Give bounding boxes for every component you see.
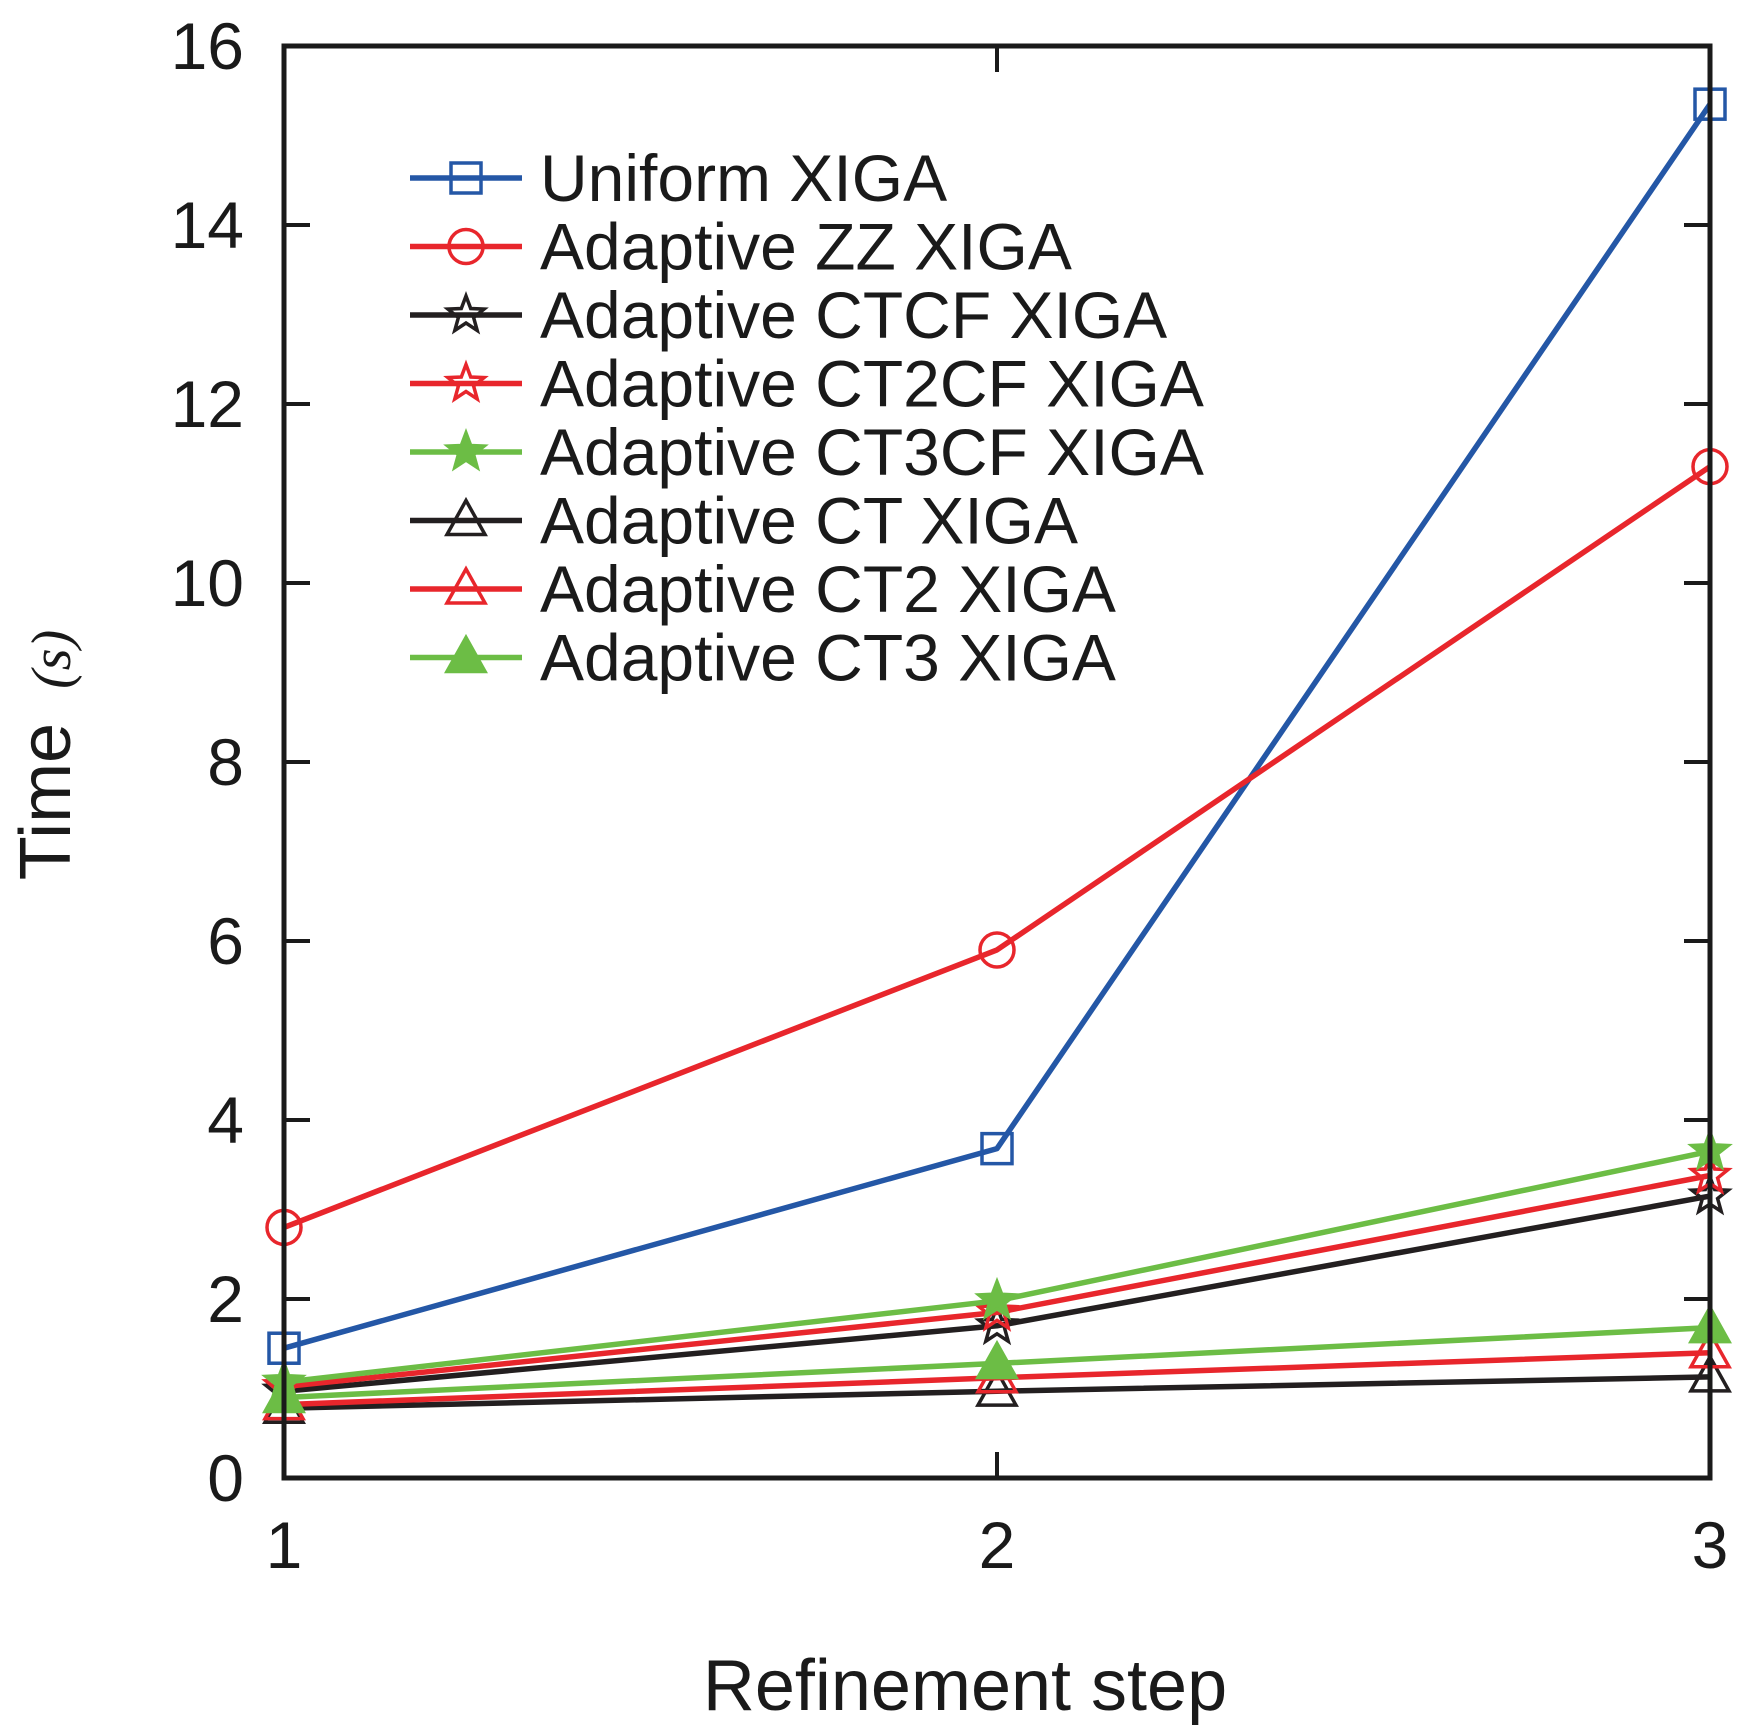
svg-text:Time (s): Time (s) (6, 630, 86, 880)
y-tick-label: 16 (171, 9, 244, 83)
y-axis-label-main: Time (6, 723, 86, 880)
y-tick-label: 14 (171, 188, 244, 262)
legend-entry: Adaptive CT2 XIGA (410, 552, 1116, 626)
legend-label: Adaptive CT3CF XIGA (540, 415, 1204, 489)
legend-marker (447, 227, 485, 266)
legend-label: Adaptive CTCF XIGA (540, 278, 1167, 352)
legend-marker (444, 565, 488, 605)
y-axis-label-unit: (s) (21, 630, 83, 689)
data-point (980, 1131, 1014, 1166)
series-layer (261, 87, 1733, 1424)
legend-label: Adaptive CT2 XIGA (540, 552, 1116, 626)
legend-label: Adaptive CT XIGA (540, 484, 1078, 558)
legend-entry: Uniform XIGA (410, 141, 947, 215)
legend-entry: Adaptive CT3CF XIGA (410, 415, 1204, 489)
series-line (283, 464, 1712, 1230)
series-line (283, 1172, 1711, 1390)
y-tick-label: 6 (207, 904, 244, 978)
legend-marker (449, 161, 483, 195)
data-point (974, 1276, 1020, 1321)
legend-entry: Adaptive CT2CF XIGA (410, 347, 1204, 421)
legend-label: Adaptive CT2CF XIGA (540, 347, 1204, 421)
legend-entry: Adaptive CT XIGA (410, 484, 1078, 558)
y-tick-label: 2 (207, 1262, 244, 1336)
y-axis-label: Time (s) (6, 630, 86, 880)
legend-marker (444, 633, 488, 674)
legend-label: Adaptive CT3 XIGA (540, 621, 1116, 695)
legend-marker (443, 291, 489, 335)
y-tick-label: 8 (207, 725, 244, 799)
legend-label: Uniform XIGA (540, 141, 947, 215)
x-tick-label: 1 (266, 1508, 303, 1582)
legend-marker (443, 428, 489, 472)
legend-label: Adaptive ZZ XIGA (540, 210, 1072, 284)
data-point (974, 1288, 1020, 1332)
series-line (283, 1193, 1711, 1394)
y-tick-label: 0 (207, 1441, 244, 1515)
y-tick-label: 10 (171, 546, 244, 620)
y-tick-label: 4 (207, 1083, 244, 1157)
data-point (975, 1339, 1019, 1380)
series-line (283, 102, 1713, 1351)
x-axis-label: Refinement step (703, 1646, 1227, 1726)
x-tick-label: 3 (1692, 1508, 1729, 1582)
data-point (978, 931, 1016, 969)
legend-entry: Adaptive ZZ XIGA (410, 210, 1072, 284)
y-tick-label: 12 (171, 367, 244, 441)
legend-entry: Adaptive CTCF XIGA (410, 278, 1167, 352)
data-point (975, 1367, 1019, 1407)
legend-marker (444, 496, 488, 537)
legend-entry: Adaptive CT3 XIGA (410, 621, 1116, 695)
x-tick-label: 2 (979, 1508, 1016, 1582)
legend-marker (443, 359, 489, 403)
